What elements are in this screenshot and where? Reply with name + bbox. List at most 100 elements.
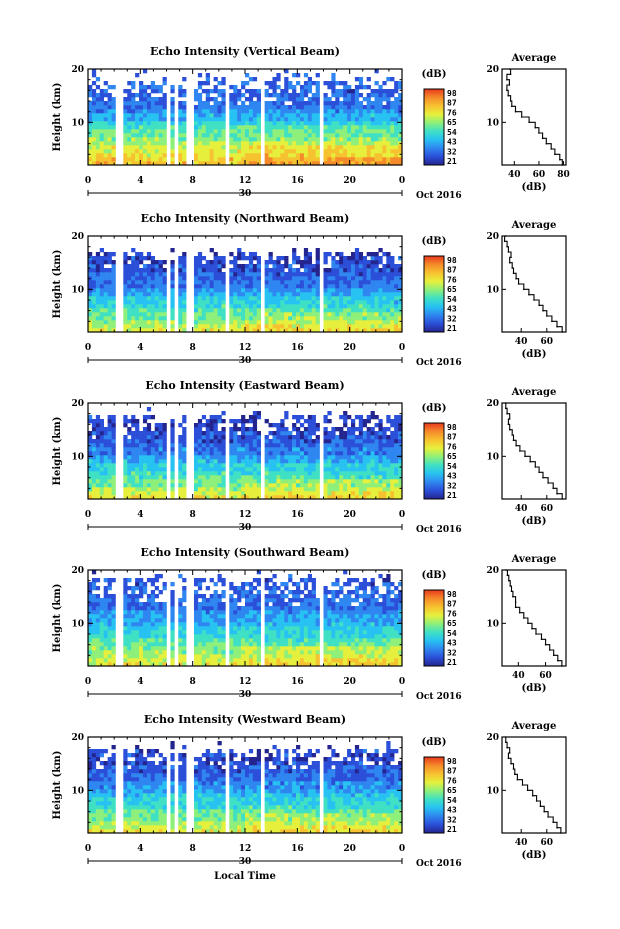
heatmap-cell <box>296 157 301 162</box>
heatmap-cell <box>197 610 203 615</box>
heatmap-cell <box>131 81 136 86</box>
heatmap-cell <box>327 149 332 154</box>
heatmap-cell <box>303 419 309 424</box>
heatmap-cell <box>331 320 336 325</box>
heatmap-cell <box>123 117 128 122</box>
heatmap-cell <box>139 149 144 154</box>
heatmap-cell <box>276 467 281 472</box>
heatmap-cell <box>91 272 97 277</box>
heatmap-cell <box>131 304 136 309</box>
heatmap-cell <box>354 479 360 484</box>
heatmap-cell <box>280 129 285 134</box>
heatmap-cell <box>139 280 144 285</box>
heatmap-cell <box>299 117 305 122</box>
heatmap-cell <box>378 260 383 265</box>
heatmap-cell <box>131 646 136 651</box>
heatmap-cell <box>311 276 316 281</box>
heatmap-cell <box>311 427 316 432</box>
heatmap-cell <box>88 487 93 492</box>
heatmap-cell <box>374 105 379 110</box>
heatmap-cell <box>233 292 238 297</box>
heatmap-cell <box>213 288 218 293</box>
heatmap-cell <box>394 475 399 480</box>
heatmap-cell <box>135 602 140 607</box>
heatmap-cell <box>366 419 371 424</box>
heatmap-cell <box>178 618 183 623</box>
heatmap-cell <box>307 145 313 150</box>
heatmap-cell <box>347 296 352 301</box>
heatmap-cell <box>150 578 156 583</box>
heatmap-cell <box>213 495 218 500</box>
heatmap-cell <box>95 129 101 134</box>
heatmap-cell <box>127 606 132 611</box>
heatmap-cell <box>221 264 226 269</box>
heatmap-cell <box>268 423 273 428</box>
heatmap-cell <box>256 479 261 484</box>
heatmap-cell <box>197 288 203 293</box>
heatmap-cell <box>331 101 336 106</box>
heatmap-cell <box>178 308 183 313</box>
heatmap-cell <box>315 435 320 440</box>
heatmap-cell <box>390 300 395 305</box>
heatmap-cell <box>107 101 112 106</box>
heatmap-cell <box>205 304 210 309</box>
heatmap-cell <box>366 459 371 464</box>
heatmap-cell <box>221 141 226 146</box>
heatmap-cell <box>288 443 293 448</box>
heatmap-cell <box>139 594 144 599</box>
heatmap-cell <box>107 93 112 98</box>
heatmap-cell <box>170 276 175 281</box>
heatmap-cell <box>229 121 234 126</box>
heatmap-cell <box>331 292 336 297</box>
heatmap-cell <box>209 105 214 110</box>
heatmap-cell <box>386 280 391 285</box>
heatmap-cell <box>158 304 163 309</box>
profile-frame <box>501 235 567 333</box>
profile-point <box>559 158 561 161</box>
heatmap-cell <box>299 487 305 492</box>
heatmap-cell <box>323 304 328 309</box>
heatmap-cell <box>135 328 140 333</box>
heatmap-cell <box>272 264 277 269</box>
heatmap-cell <box>288 117 293 122</box>
heatmap-cell <box>193 487 199 492</box>
heatmap-cell <box>123 129 128 134</box>
heatmap-cell <box>292 248 297 253</box>
heatmap-cell <box>284 276 289 281</box>
heatmap-cell <box>193 328 199 333</box>
heatmap-cell <box>221 419 226 424</box>
colorbar-tick-label: 65 <box>447 118 457 127</box>
heatmap-cell <box>307 85 313 90</box>
heatmap-cell <box>123 272 128 277</box>
heatmap-cell <box>386 300 391 305</box>
heatmap-cell <box>296 304 301 309</box>
heatmap-cell <box>272 455 277 460</box>
heatmap-cell <box>131 109 136 114</box>
heatmap-cell <box>248 308 254 313</box>
heatmap-cell <box>158 280 163 285</box>
heatmap-cell <box>343 272 348 277</box>
heatmap-cell <box>307 288 313 293</box>
heatmap-cell <box>311 491 316 496</box>
heatmap-cell <box>99 463 104 468</box>
heatmap-cell <box>201 479 207 484</box>
heatmap-cell <box>315 101 320 106</box>
heatmap-cell <box>131 268 136 273</box>
heatmap-cell <box>95 105 101 110</box>
heatmap-cell <box>205 495 210 500</box>
heatmap-cell <box>201 105 207 110</box>
heatmap-cell <box>264 483 269 488</box>
x-tick-label: 0 <box>399 510 405 520</box>
heatmap-cell <box>350 101 356 106</box>
x-tick-label: 20 <box>343 176 356 186</box>
heatmap-cell <box>103 292 108 297</box>
heatmap-cell <box>150 328 156 333</box>
heatmap-cell <box>150 606 156 611</box>
heatmap-cell <box>131 598 136 603</box>
heatmap-cell <box>252 101 258 106</box>
heatmap-cell <box>111 483 116 488</box>
heatmap-cell <box>303 141 309 146</box>
heatmap-cell <box>95 415 101 420</box>
heatmap-cell <box>182 459 187 464</box>
heatmap-cell <box>307 451 313 456</box>
